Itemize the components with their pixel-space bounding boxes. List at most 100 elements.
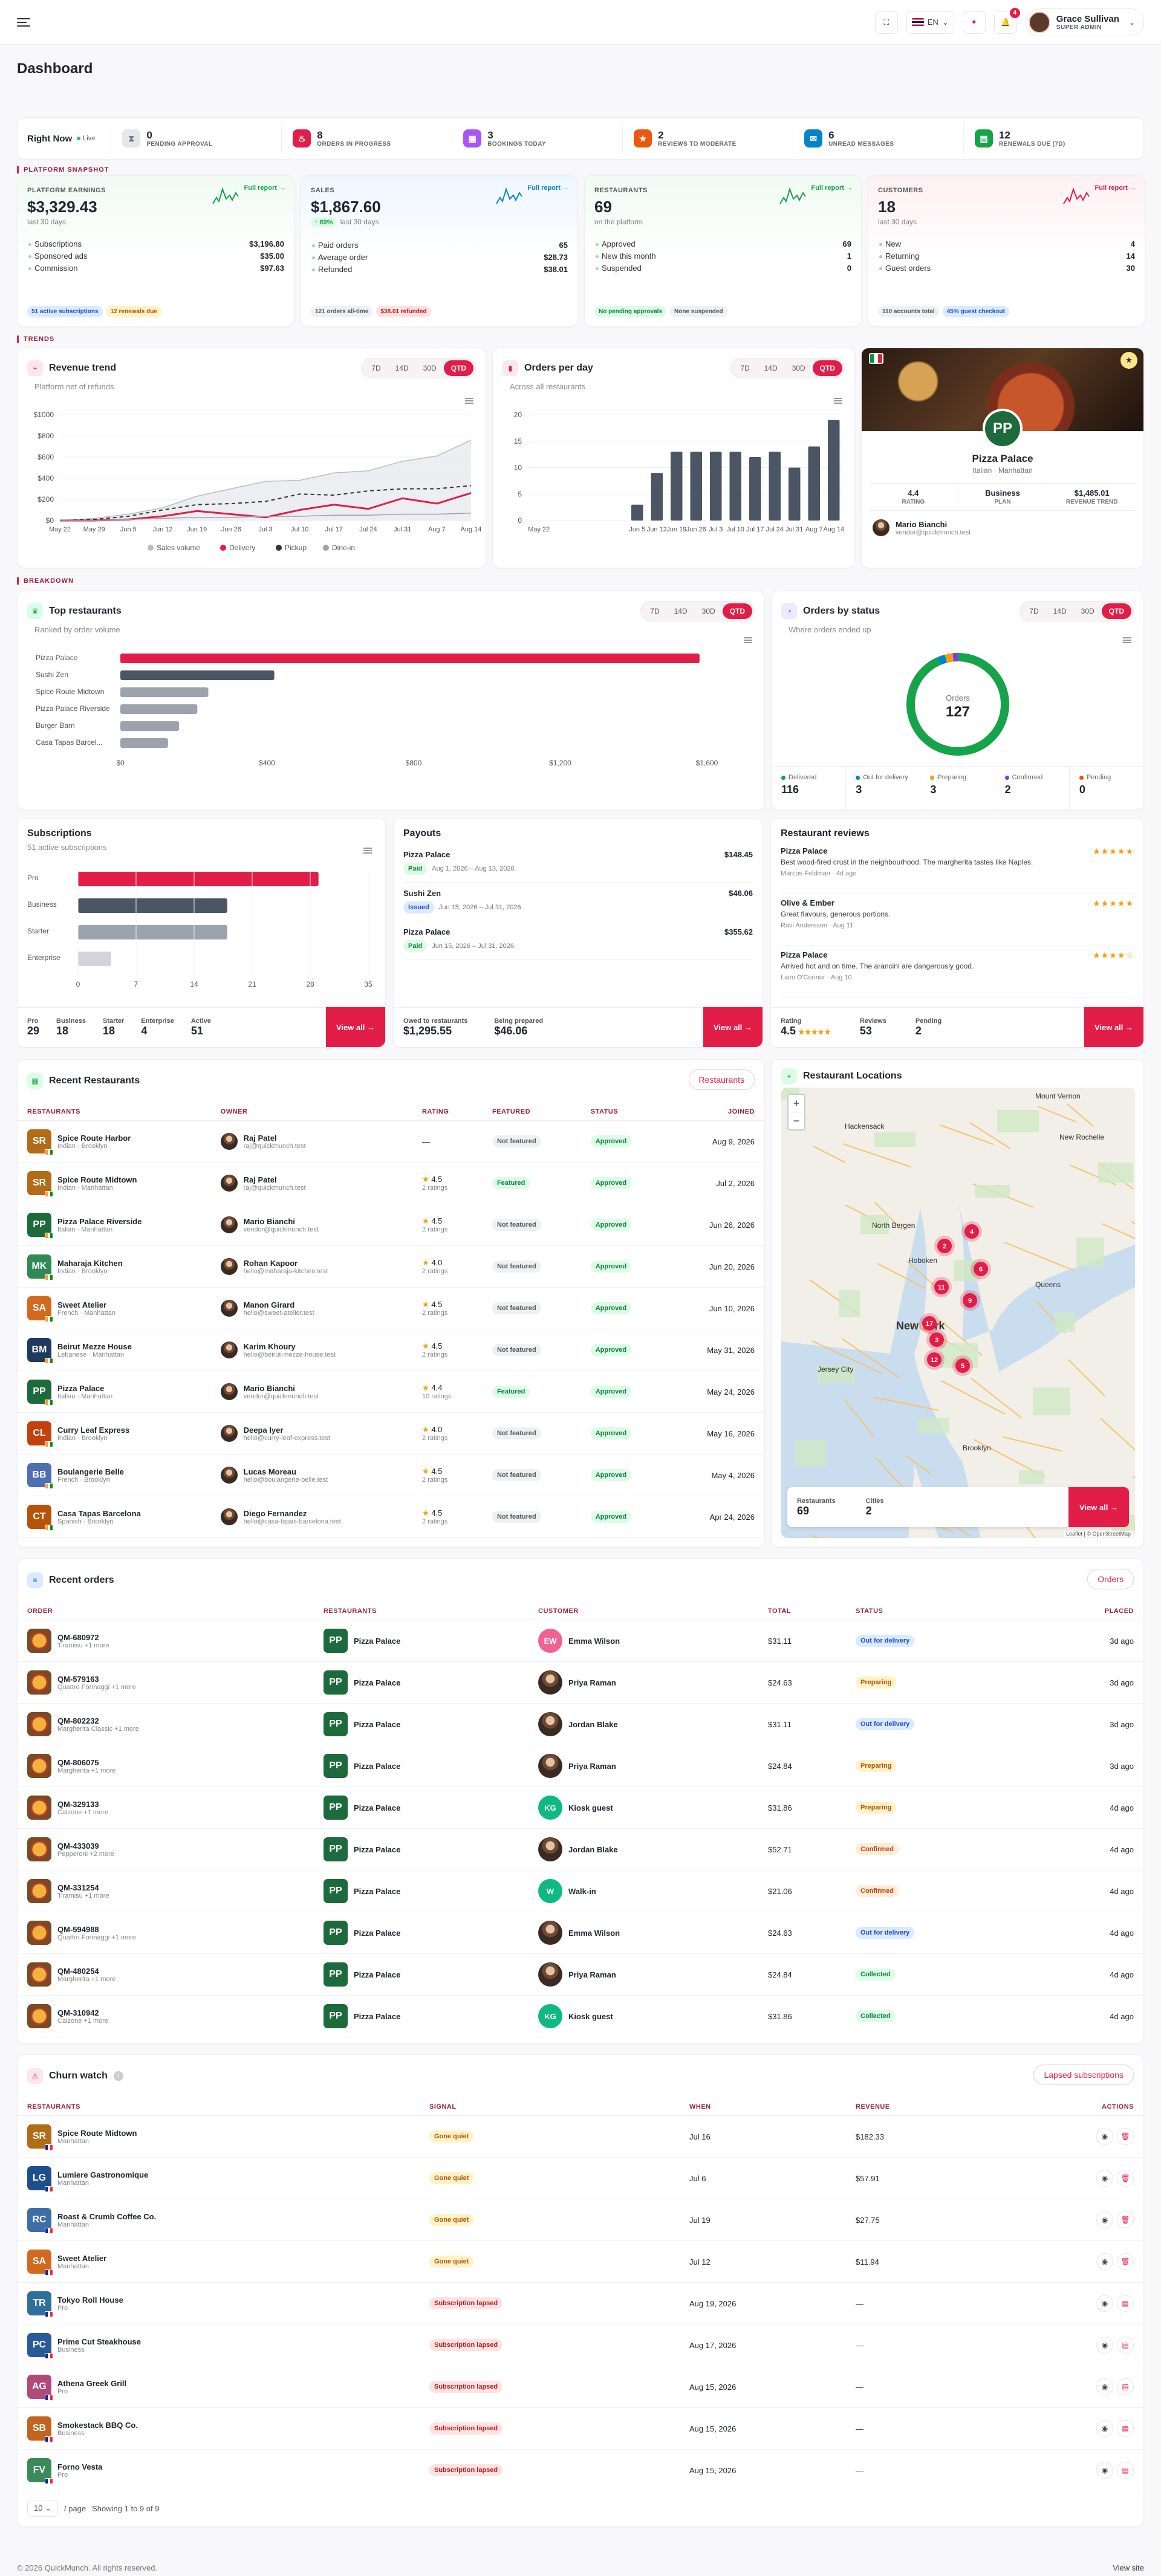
table-row[interactable]: CL Curry Leaf Express Indian · Brooklyn Dee…: [18, 1412, 764, 1455]
restaurant-name[interactable]: Sweet Atelier: [57, 2253, 107, 2263]
restaurant-name[interactable]: Beirut Mezze House: [57, 1342, 132, 1351]
restaurant-name[interactable]: Sweet Atelier: [57, 1300, 107, 1309]
invoice-icon[interactable]: ▤: [1117, 2295, 1134, 2312]
status-legend-item[interactable]: Preparing 3: [920, 767, 994, 809]
order-number[interactable]: QM-579163: [57, 1674, 99, 1684]
restaurant-name[interactable]: Spice Route Midtown: [57, 2128, 137, 2138]
map-cluster-marker[interactable]: 5: [952, 1355, 973, 1376]
featured-restaurant-card[interactable]: ★ PP Pizza Palace Italian · Manhattan 4.…: [861, 348, 1144, 568]
table-row[interactable]: PC Prime Cut Steakhouse Business Subscripti…: [18, 2324, 1143, 2366]
bar[interactable]: [120, 704, 198, 714]
bar[interactable]: [78, 872, 319, 886]
invoice-icon[interactable]: ▤: [1117, 2420, 1134, 2437]
order-number[interactable]: QM-680972: [57, 1632, 99, 1642]
featured-badge[interactable]: Not featured: [492, 1302, 541, 1314]
bar[interactable]: [120, 670, 275, 680]
right-now-item[interactable]: ▣ 3 BOOKINGS TODAY: [452, 123, 622, 154]
right-now-item[interactable]: ♨ 8 ORDERS IN PROGRESS: [281, 123, 452, 154]
bar[interactable]: [120, 738, 168, 748]
orders-link-button[interactable]: Orders: [1087, 1569, 1134, 1589]
range-tab-30d[interactable]: 30D: [792, 364, 805, 372]
payouts-view-all-button[interactable]: View all →: [703, 1007, 763, 1047]
table-row[interactable]: BM Beirut Mezze House Lebanese · Manhattan…: [18, 1329, 764, 1371]
table-row[interactable]: QM-310942 Calzone +1 more PP Pizza Palace KG…: [18, 1995, 1143, 2037]
delete-icon[interactable]: 🗑: [1117, 2170, 1134, 2187]
status-legend-item[interactable]: Confirmed 2: [994, 767, 1069, 809]
bar[interactable]: [651, 473, 663, 521]
map-cluster-marker[interactable]: 4: [961, 1221, 982, 1242]
full-report-link[interactable]: Full report →: [527, 184, 569, 192]
table-row[interactable]: QM-594988 Quattro Formaggi +1 more PP Pizza…: [18, 1912, 1143, 1954]
featured-badge[interactable]: Not featured: [492, 1469, 541, 1481]
legend-item[interactable]: Delivery: [220, 543, 255, 552]
view-eye-icon[interactable]: ◉: [1096, 2420, 1113, 2437]
donut-slice[interactable]: [937, 654, 948, 665]
view-eye-icon[interactable]: ◉: [1096, 2128, 1113, 2145]
bar[interactable]: [789, 467, 801, 521]
theme-button[interactable]: ✦: [962, 10, 986, 34]
language-select[interactable]: EN ⌄: [906, 10, 954, 34]
bar[interactable]: [120, 687, 209, 697]
restaurant-name[interactable]: Pizza Palace: [57, 1383, 105, 1393]
zoom-in-button[interactable]: +: [789, 1095, 804, 1112]
restaurant-name[interactable]: Smokestack BBQ Co.: [57, 2420, 138, 2430]
bar[interactable]: [631, 504, 643, 521]
legend-item[interactable]: Pickup: [276, 543, 307, 552]
range-tab-30d[interactable]: 30D: [423, 364, 437, 372]
order-number[interactable]: QM-802232: [57, 1716, 99, 1725]
order-number[interactable]: QM-433039: [57, 1841, 99, 1851]
view-eye-icon[interactable]: ◉: [1096, 2378, 1113, 2395]
per-page-select[interactable]: 10 ⌄: [27, 2500, 58, 2517]
featured-badge[interactable]: Featured: [492, 1386, 530, 1398]
review-item[interactable]: Olive & Ember Great flavours, generous po…: [781, 894, 1134, 946]
bar[interactable]: [690, 452, 703, 521]
range-tab-7d[interactable]: 7D: [740, 364, 750, 372]
payout-item[interactable]: Sushi Zen Issued Jun 15, 2026 – Jul 31, 20…: [403, 883, 753, 921]
status-legend-item[interactable]: Pending 0: [1068, 767, 1143, 809]
review-item[interactable]: Pizza Palace Best wood-fired crust in the…: [781, 842, 1134, 894]
range-tab-14d[interactable]: 14D: [674, 607, 688, 615]
table-row[interactable]: SB Smokestack BBQ Co. Business Subscription…: [18, 2407, 1143, 2450]
right-now-item[interactable]: ✉ 6 UNREAD MESSAGES: [793, 123, 963, 154]
restaurant-name[interactable]: Curry Leaf Express: [57, 1425, 130, 1435]
lapsed-subscriptions-button[interactable]: Lapsed subscriptions: [1033, 2065, 1134, 2085]
featured-badge[interactable]: Not featured: [492, 1135, 541, 1147]
map-cluster-marker[interactable]: 12: [924, 1349, 945, 1370]
range-tab-7d[interactable]: 7D: [650, 607, 660, 615]
table-row[interactable]: QM-331254 Tiramisu +1 more PP Pizza Palace W…: [18, 1870, 1143, 1912]
legend-item[interactable]: Dine-in: [323, 543, 355, 552]
menu-toggle-icon[interactable]: [17, 18, 30, 27]
chart-menu-icon[interactable]: [744, 637, 752, 643]
reviews-view-all-button[interactable]: View all →: [1084, 1007, 1143, 1047]
user-menu[interactable]: Grace Sullivan SUPER ADMIN ⌄: [1025, 8, 1144, 36]
status-legend-item[interactable]: Delivered 116: [772, 767, 845, 809]
chart-menu-icon[interactable]: [363, 848, 372, 854]
restaurant-name[interactable]: Spice Route Harbor: [57, 1133, 131, 1143]
table-row[interactable]: SR Spice Route Midtown Indian · Manhattan R…: [18, 1162, 764, 1204]
bar[interactable]: [671, 452, 683, 521]
restaurants-link-button[interactable]: Restaurants: [688, 1069, 755, 1090]
view-eye-icon[interactable]: ◉: [1096, 2462, 1113, 2479]
table-row[interactable]: SA Sweet Atelier French · Manhattan Manon G…: [18, 1287, 764, 1329]
payout-item[interactable]: Pizza Palace Paid Jun 15, 2026 – Jul 31, 2…: [403, 921, 753, 960]
restaurant-name[interactable]: Athena Greek Grill: [57, 2378, 127, 2388]
table-row[interactable]: BB Boulangerie Belle French · Brooklyn Luca…: [18, 1454, 764, 1496]
table-row[interactable]: QM-806075 Margherita +1 more PP Pizza Palac…: [18, 1745, 1143, 1787]
legend-item[interactable]: Sales volume: [148, 543, 200, 552]
table-row[interactable]: FV Forno Vesta Pro Subscription lapsed Aug 1…: [18, 2449, 1143, 2491]
bar[interactable]: [729, 452, 742, 521]
range-tab-qtd[interactable]: QTD: [443, 360, 473, 376]
order-number[interactable]: QM-480254: [57, 1966, 99, 1976]
table-row[interactable]: QM-579163 Quattro Formaggi +1 more PP Pizza…: [18, 1661, 1143, 1704]
range-tab-qtd[interactable]: QTD: [722, 603, 752, 619]
range-tab-30d[interactable]: 30D: [701, 607, 715, 615]
restaurant-name[interactable]: Casa Tapas Barcelona: [57, 1508, 141, 1518]
range-tab-30d[interactable]: 30D: [1081, 607, 1094, 615]
invoice-icon[interactable]: ▤: [1117, 2462, 1134, 2479]
chart-menu-icon[interactable]: [1123, 637, 1131, 643]
order-number[interactable]: QM-594988: [57, 1924, 99, 1934]
bar[interactable]: [78, 898, 227, 913]
range-tab-14d[interactable]: 14D: [395, 364, 409, 372]
invoice-icon[interactable]: ▤: [1117, 2378, 1134, 2395]
chart-menu-icon[interactable]: [465, 398, 473, 404]
